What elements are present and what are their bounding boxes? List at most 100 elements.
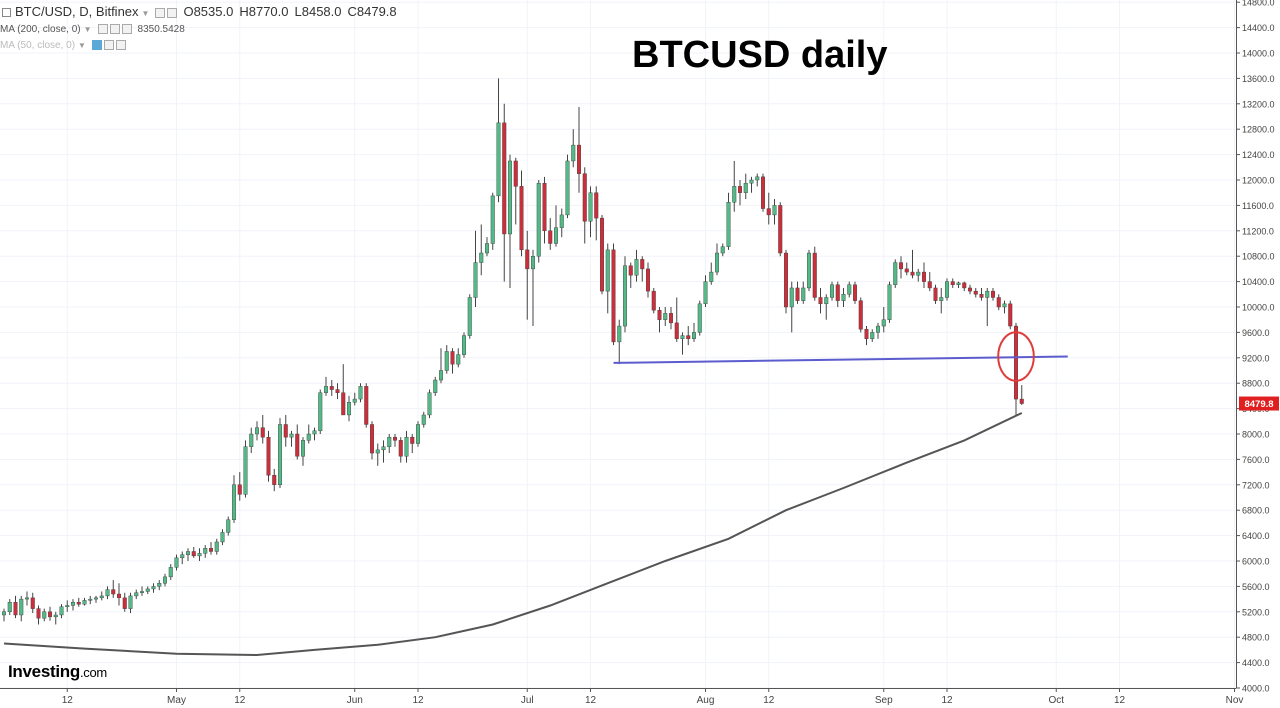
- ma200-row: MA (200, close, 0) ▼ 8350.5428: [0, 22, 185, 38]
- breakdown-circle[interactable]: [997, 331, 1035, 382]
- candle-up: [554, 227, 559, 244]
- candle-down: [996, 297, 1001, 308]
- candle-up: [70, 602, 75, 606]
- candle-up: [214, 541, 219, 552]
- candle-up: [312, 430, 317, 435]
- settings-icon[interactable]: [167, 7, 178, 18]
- symbol-row: BTC/USD, D, Bitfinex ▼ O8535.0 H8770.0 L8458…: [0, 4, 403, 20]
- ma200-label[interactable]: MA (200, close, 0): [0, 24, 81, 35]
- candle-down: [502, 122, 507, 235]
- x-tick-label: Jul: [521, 695, 534, 706]
- candle-up: [617, 325, 622, 343]
- chart-title: BTCUSD daily: [632, 34, 888, 76]
- ma200-line: [3, 412, 1023, 657]
- candle-down: [899, 262, 904, 270]
- candle-down: [48, 611, 53, 618]
- high-key: H: [239, 4, 249, 19]
- candle-up: [318, 392, 323, 432]
- candle-up: [720, 246, 725, 254]
- symbol-label[interactable]: BTC/USD, D, Bitfinex: [15, 4, 139, 19]
- candle-down: [973, 290, 978, 295]
- y-tick-label: 9200.0: [1242, 353, 1270, 363]
- candle-up: [25, 597, 30, 600]
- candle-down: [922, 271, 927, 282]
- candle-down: [651, 290, 656, 311]
- x-tick-label: Sep: [875, 695, 893, 706]
- candle-down: [640, 259, 645, 270]
- candle-up: [387, 436, 392, 447]
- candle-up: [755, 176, 760, 181]
- candle-up: [375, 449, 380, 454]
- y-tick-label: 10400.0: [1242, 277, 1275, 287]
- chevron-down-icon[interactable]: ▼: [141, 9, 150, 18]
- candle-up: [663, 313, 668, 320]
- candle-up: [467, 297, 472, 336]
- candle-down: [674, 322, 679, 339]
- x-tick-label: 12: [62, 695, 74, 706]
- x-tick-label: 12: [234, 695, 246, 706]
- candle-up: [59, 606, 64, 616]
- y-tick-label: 9600.0: [1242, 328, 1270, 338]
- candle-down: [116, 593, 121, 599]
- candle-up: [324, 386, 329, 393]
- ma50-label[interactable]: MA (50, close, 0): [0, 40, 76, 51]
- y-tick-label: 12800.0: [1242, 125, 1275, 135]
- candle-up: [462, 335, 467, 355]
- eye-icon[interactable]: [155, 7, 166, 18]
- collapse-legend-icon[interactable]: [2, 8, 11, 18]
- candle-up: [65, 605, 70, 607]
- close-key: C: [347, 4, 357, 19]
- candle-up: [134, 592, 139, 597]
- candle-up: [870, 332, 875, 339]
- chevron-down-icon[interactable]: ▼: [83, 25, 92, 34]
- candle-up: [743, 182, 748, 193]
- candle-up: [231, 484, 236, 520]
- y-tick-label: 5600.0: [1242, 582, 1270, 592]
- candle-up: [347, 402, 352, 416]
- close-icon[interactable]: [121, 24, 132, 35]
- open-key: O: [183, 4, 194, 19]
- y-tick-label: 4000.0: [1242, 684, 1270, 694]
- y-tick-label: 11600.0: [1242, 201, 1274, 211]
- x-tick-label: 12: [763, 695, 775, 706]
- candle-up: [301, 440, 306, 457]
- candle-down: [237, 484, 242, 495]
- brand-suffix: .com: [79, 665, 107, 680]
- candle-up: [692, 332, 697, 339]
- high-value: 8770.0: [248, 4, 289, 19]
- candle-up: [139, 591, 144, 593]
- x-tick-label: 12: [1114, 695, 1126, 706]
- candle-up: [697, 303, 702, 333]
- settings-icon[interactable]: [109, 24, 120, 35]
- candle-down: [738, 186, 743, 193]
- candle-up: [841, 294, 846, 301]
- eye-hidden-icon[interactable]: [91, 40, 102, 51]
- settings-icon[interactable]: [103, 40, 114, 51]
- candle-up: [53, 614, 58, 618]
- candle-down: [766, 208, 771, 216]
- candle-down: [669, 313, 674, 324]
- close-value: 8479.8: [356, 4, 397, 19]
- candle-up: [479, 252, 484, 263]
- candle-up: [807, 252, 812, 289]
- candle-up: [559, 214, 564, 228]
- candle-down: [36, 608, 41, 619]
- close-icon[interactable]: [115, 40, 126, 51]
- y-tick-label: 12000.0: [1242, 176, 1275, 186]
- eye-icon[interactable]: [97, 24, 108, 35]
- candle-up: [358, 386, 363, 400]
- candle-down: [927, 281, 932, 289]
- candle-down: [991, 290, 996, 298]
- candle-up: [726, 202, 731, 247]
- candle-up: [439, 370, 444, 381]
- chevron-down-icon[interactable]: ▼: [78, 41, 86, 50]
- support-trendline[interactable]: [613, 355, 1068, 364]
- candle-up: [93, 597, 98, 600]
- x-tick-label: May: [167, 695, 186, 706]
- candle-up: [571, 144, 576, 162]
- candle-up: [1002, 303, 1007, 308]
- candle-up: [404, 436, 409, 457]
- candle-up: [473, 262, 478, 298]
- candle-up: [916, 271, 921, 276]
